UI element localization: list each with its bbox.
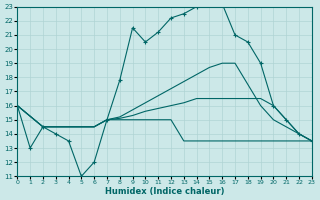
X-axis label: Humidex (Indice chaleur): Humidex (Indice chaleur) — [105, 187, 224, 196]
